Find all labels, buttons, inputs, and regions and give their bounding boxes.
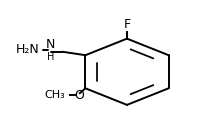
Text: CH₃: CH₃	[45, 90, 65, 100]
Text: F: F	[123, 18, 131, 31]
Text: H₂N: H₂N	[16, 43, 40, 56]
Text: O: O	[74, 89, 84, 102]
Text: H: H	[47, 52, 54, 62]
Text: N: N	[46, 38, 55, 51]
